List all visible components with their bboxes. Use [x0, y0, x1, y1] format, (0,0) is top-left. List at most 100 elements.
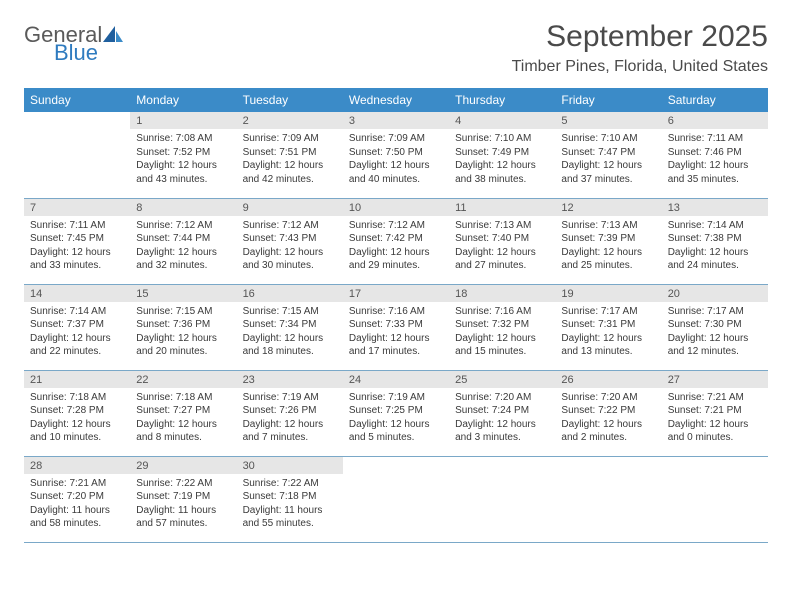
day-number: 4 [449, 112, 555, 129]
day-number: 11 [449, 199, 555, 216]
daylight-text: Daylight: 12 hours and 5 minutes. [349, 418, 443, 445]
day-body: Sunrise: 7:11 AMSunset: 7:45 PMDaylight:… [24, 216, 130, 277]
sunset-text: Sunset: 7:34 PM [243, 318, 337, 332]
day-body: Sunrise: 7:10 AMSunset: 7:49 PMDaylight:… [449, 129, 555, 190]
sunset-text: Sunset: 7:33 PM [349, 318, 443, 332]
day-body: Sunrise: 7:19 AMSunset: 7:25 PMDaylight:… [343, 388, 449, 449]
sunset-text: Sunset: 7:40 PM [455, 232, 549, 246]
sunrise-text: Sunrise: 7:11 AM [668, 132, 762, 146]
day-number: 18 [449, 285, 555, 302]
calendar-cell: 3Sunrise: 7:09 AMSunset: 7:50 PMDaylight… [343, 112, 449, 198]
day-body: Sunrise: 7:09 AMSunset: 7:50 PMDaylight:… [343, 129, 449, 190]
weekday-header: Sunday [24, 88, 130, 112]
calendar-cell: 12Sunrise: 7:13 AMSunset: 7:39 PMDayligh… [555, 198, 661, 284]
calendar-cell: 23Sunrise: 7:19 AMSunset: 7:26 PMDayligh… [237, 370, 343, 456]
day-number: 27 [662, 371, 768, 388]
day-number: 28 [24, 457, 130, 474]
calendar-week-row: 7Sunrise: 7:11 AMSunset: 7:45 PMDaylight… [24, 198, 768, 284]
day-number: 25 [449, 371, 555, 388]
calendar-week-row: 1Sunrise: 7:08 AMSunset: 7:52 PMDaylight… [24, 112, 768, 198]
day-body: Sunrise: 7:11 AMSunset: 7:46 PMDaylight:… [662, 129, 768, 190]
day-body: Sunrise: 7:10 AMSunset: 7:47 PMDaylight:… [555, 129, 661, 190]
daylight-text: Daylight: 12 hours and 10 minutes. [30, 418, 124, 445]
sunrise-text: Sunrise: 7:12 AM [136, 219, 230, 233]
day-body: Sunrise: 7:20 AMSunset: 7:22 PMDaylight:… [555, 388, 661, 449]
day-number: 7 [24, 199, 130, 216]
daylight-text: Daylight: 12 hours and 27 minutes. [455, 246, 549, 273]
day-body: Sunrise: 7:14 AMSunset: 7:38 PMDaylight:… [662, 216, 768, 277]
weekday-header: Saturday [662, 88, 768, 112]
sunset-text: Sunset: 7:21 PM [668, 404, 762, 418]
day-number: 30 [237, 457, 343, 474]
calendar-cell: 1Sunrise: 7:08 AMSunset: 7:52 PMDaylight… [130, 112, 236, 198]
sunset-text: Sunset: 7:36 PM [136, 318, 230, 332]
calendar-cell: 9Sunrise: 7:12 AMSunset: 7:43 PMDaylight… [237, 198, 343, 284]
sunrise-text: Sunrise: 7:12 AM [349, 219, 443, 233]
day-body: Sunrise: 7:12 AMSunset: 7:44 PMDaylight:… [130, 216, 236, 277]
calendar-cell: 28Sunrise: 7:21 AMSunset: 7:20 PMDayligh… [24, 456, 130, 542]
calendar-cell: 25Sunrise: 7:20 AMSunset: 7:24 PMDayligh… [449, 370, 555, 456]
sunrise-text: Sunrise: 7:15 AM [136, 305, 230, 319]
day-body: Sunrise: 7:12 AMSunset: 7:43 PMDaylight:… [237, 216, 343, 277]
day-body: Sunrise: 7:08 AMSunset: 7:52 PMDaylight:… [130, 129, 236, 190]
calendar-cell: 11Sunrise: 7:13 AMSunset: 7:40 PMDayligh… [449, 198, 555, 284]
sunset-text: Sunset: 7:28 PM [30, 404, 124, 418]
day-body: Sunrise: 7:22 AMSunset: 7:19 PMDaylight:… [130, 474, 236, 535]
sunset-text: Sunset: 7:38 PM [668, 232, 762, 246]
page-header: GeneralBlue September 2025 Timber Pines,… [24, 20, 768, 76]
calendar-cell: 2Sunrise: 7:09 AMSunset: 7:51 PMDaylight… [237, 112, 343, 198]
sunrise-text: Sunrise: 7:17 AM [561, 305, 655, 319]
day-number: 21 [24, 371, 130, 388]
day-body: Sunrise: 7:16 AMSunset: 7:33 PMDaylight:… [343, 302, 449, 363]
sunset-text: Sunset: 7:32 PM [455, 318, 549, 332]
calendar-cell [449, 456, 555, 542]
weekday-header: Monday [130, 88, 236, 112]
day-body: Sunrise: 7:22 AMSunset: 7:18 PMDaylight:… [237, 474, 343, 535]
daylight-text: Daylight: 11 hours and 58 minutes. [30, 504, 124, 531]
day-number: 23 [237, 371, 343, 388]
sunset-text: Sunset: 7:37 PM [30, 318, 124, 332]
day-body: Sunrise: 7:17 AMSunset: 7:31 PMDaylight:… [555, 302, 661, 363]
calendar-cell: 18Sunrise: 7:16 AMSunset: 7:32 PMDayligh… [449, 284, 555, 370]
day-body: Sunrise: 7:12 AMSunset: 7:42 PMDaylight:… [343, 216, 449, 277]
calendar-cell: 27Sunrise: 7:21 AMSunset: 7:21 PMDayligh… [662, 370, 768, 456]
daylight-text: Daylight: 11 hours and 55 minutes. [243, 504, 337, 531]
sunset-text: Sunset: 7:49 PM [455, 146, 549, 160]
sunset-text: Sunset: 7:20 PM [30, 490, 124, 504]
daylight-text: Daylight: 12 hours and 0 minutes. [668, 418, 762, 445]
day-number: 3 [343, 112, 449, 129]
day-number: 24 [343, 371, 449, 388]
sunset-text: Sunset: 7:19 PM [136, 490, 230, 504]
calendar-cell [555, 456, 661, 542]
calendar-cell: 10Sunrise: 7:12 AMSunset: 7:42 PMDayligh… [343, 198, 449, 284]
title-block: September 2025 Timber Pines, Florida, Un… [512, 20, 768, 76]
calendar-cell: 13Sunrise: 7:14 AMSunset: 7:38 PMDayligh… [662, 198, 768, 284]
day-body: Sunrise: 7:15 AMSunset: 7:34 PMDaylight:… [237, 302, 343, 363]
day-number: 12 [555, 199, 661, 216]
sunrise-text: Sunrise: 7:16 AM [455, 305, 549, 319]
daylight-text: Daylight: 12 hours and 3 minutes. [455, 418, 549, 445]
day-body: Sunrise: 7:15 AMSunset: 7:36 PMDaylight:… [130, 302, 236, 363]
sunrise-text: Sunrise: 7:20 AM [455, 391, 549, 405]
calendar-cell: 6Sunrise: 7:11 AMSunset: 7:46 PMDaylight… [662, 112, 768, 198]
day-number: 29 [130, 457, 236, 474]
calendar-cell: 8Sunrise: 7:12 AMSunset: 7:44 PMDaylight… [130, 198, 236, 284]
sunrise-text: Sunrise: 7:11 AM [30, 219, 124, 233]
sunrise-text: Sunrise: 7:12 AM [243, 219, 337, 233]
weekday-header: Tuesday [237, 88, 343, 112]
sunrise-text: Sunrise: 7:14 AM [30, 305, 124, 319]
daylight-text: Daylight: 12 hours and 25 minutes. [561, 246, 655, 273]
day-number: 20 [662, 285, 768, 302]
calendar-cell: 15Sunrise: 7:15 AMSunset: 7:36 PMDayligh… [130, 284, 236, 370]
calendar-cell: 7Sunrise: 7:11 AMSunset: 7:45 PMDaylight… [24, 198, 130, 284]
sunrise-text: Sunrise: 7:15 AM [243, 305, 337, 319]
calendar-cell: 5Sunrise: 7:10 AMSunset: 7:47 PMDaylight… [555, 112, 661, 198]
calendar-cell: 19Sunrise: 7:17 AMSunset: 7:31 PMDayligh… [555, 284, 661, 370]
day-number: 14 [24, 285, 130, 302]
daylight-text: Daylight: 12 hours and 40 minutes. [349, 159, 443, 186]
sunrise-text: Sunrise: 7:21 AM [668, 391, 762, 405]
sunrise-text: Sunrise: 7:18 AM [30, 391, 124, 405]
day-body: Sunrise: 7:21 AMSunset: 7:21 PMDaylight:… [662, 388, 768, 449]
sunset-text: Sunset: 7:50 PM [349, 146, 443, 160]
day-number: 9 [237, 199, 343, 216]
